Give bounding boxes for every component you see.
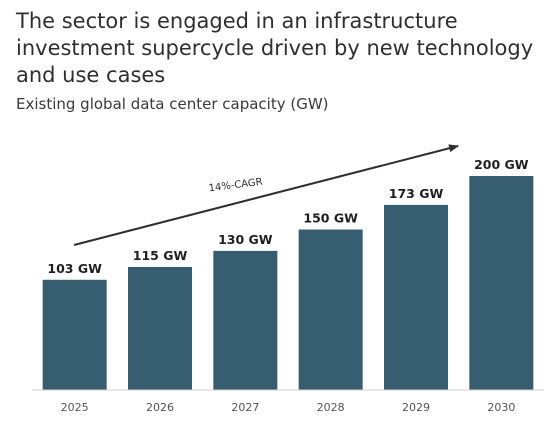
bar-2029 xyxy=(384,204,448,390)
data-label-2026: 115 GW xyxy=(133,248,188,263)
x-tick-2030: 2030 xyxy=(487,401,515,414)
data-label-2029: 173 GW xyxy=(389,186,444,201)
x-tick-2029: 2029 xyxy=(402,401,430,414)
bar-2027 xyxy=(213,250,278,390)
data-label-2025: 103 GW xyxy=(47,261,102,276)
data-label-2028: 150 GW xyxy=(303,211,358,226)
bar-2025 xyxy=(42,279,107,390)
x-tick-2027: 2027 xyxy=(231,401,259,414)
x-tick-2026: 2026 xyxy=(146,401,174,414)
cagr-arrow xyxy=(73,144,459,246)
x-tick-2028: 2028 xyxy=(317,401,345,414)
bar-2026 xyxy=(128,266,192,390)
bar-2028 xyxy=(298,229,363,390)
data-label-2027: 130 GW xyxy=(218,232,273,247)
chart-title: The sector is engaged in an infrastructu… xyxy=(16,9,534,87)
cagr-label: 14%-CAGR xyxy=(208,177,263,195)
chart-subtitle: Existing global data center capacity (GW… xyxy=(16,95,329,113)
x-tick-2025: 2025 xyxy=(61,401,89,414)
bar-2030 xyxy=(469,176,534,390)
data-label-2030: 200 GW xyxy=(474,157,529,172)
